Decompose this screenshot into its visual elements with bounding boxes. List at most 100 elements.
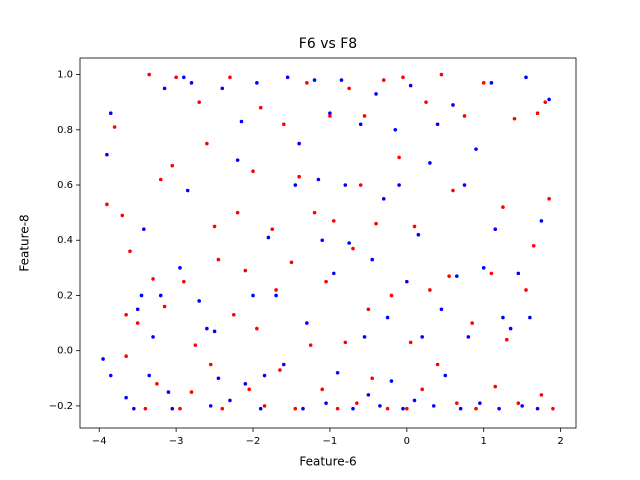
point bbox=[528, 315, 532, 320]
point bbox=[358, 183, 363, 187]
point bbox=[293, 406, 298, 411]
point bbox=[235, 210, 240, 215]
point bbox=[374, 92, 378, 96]
point bbox=[547, 97, 551, 102]
x-tick-label: −3 bbox=[169, 436, 184, 447]
point bbox=[220, 406, 225, 411]
point bbox=[447, 274, 451, 278]
point bbox=[524, 288, 528, 292]
point bbox=[401, 75, 405, 80]
point bbox=[478, 401, 482, 405]
point bbox=[435, 122, 440, 127]
point bbox=[101, 357, 105, 361]
point bbox=[335, 370, 340, 375]
point bbox=[362, 114, 367, 118]
point bbox=[389, 379, 394, 383]
point bbox=[147, 373, 152, 378]
x-axis-label: Feature-6 bbox=[299, 455, 356, 469]
point bbox=[431, 404, 436, 408]
point bbox=[231, 312, 236, 317]
point bbox=[458, 406, 463, 411]
point bbox=[228, 398, 232, 403]
point bbox=[347, 241, 351, 245]
point bbox=[255, 326, 259, 331]
point bbox=[208, 362, 213, 367]
point bbox=[343, 183, 348, 187]
point bbox=[193, 343, 198, 347]
point bbox=[531, 243, 536, 248]
plot-frame bbox=[79, 57, 577, 429]
point bbox=[428, 161, 432, 165]
point bbox=[197, 299, 201, 303]
point bbox=[401, 406, 405, 411]
point bbox=[162, 304, 167, 309]
point bbox=[324, 279, 328, 284]
point bbox=[420, 387, 425, 392]
point bbox=[243, 268, 248, 273]
point bbox=[251, 293, 255, 298]
point bbox=[216, 257, 221, 262]
point bbox=[182, 75, 186, 80]
point bbox=[320, 238, 325, 243]
point bbox=[385, 315, 390, 320]
point bbox=[274, 293, 278, 298]
point bbox=[547, 197, 551, 201]
point bbox=[355, 401, 359, 405]
y-tick-label: 0.6 bbox=[57, 180, 73, 191]
point bbox=[128, 249, 132, 254]
point bbox=[408, 340, 413, 345]
point bbox=[281, 362, 286, 367]
point bbox=[174, 75, 178, 80]
point bbox=[420, 335, 425, 339]
point bbox=[243, 382, 248, 386]
point bbox=[220, 86, 225, 91]
point bbox=[316, 177, 321, 182]
point bbox=[535, 111, 540, 116]
point bbox=[539, 393, 544, 397]
point bbox=[455, 274, 459, 278]
x-tick-label: −1 bbox=[323, 436, 338, 447]
point bbox=[312, 210, 317, 215]
point bbox=[397, 183, 401, 187]
point bbox=[105, 152, 109, 157]
point bbox=[212, 329, 217, 334]
point bbox=[393, 127, 398, 132]
point bbox=[212, 224, 217, 229]
point bbox=[412, 398, 417, 403]
point bbox=[178, 406, 182, 411]
point bbox=[197, 100, 201, 104]
point bbox=[278, 368, 282, 372]
point bbox=[305, 81, 309, 85]
point bbox=[412, 224, 417, 229]
point bbox=[516, 271, 521, 276]
x-tick-label: 0 bbox=[404, 436, 410, 447]
point bbox=[508, 326, 513, 331]
point bbox=[435, 362, 440, 367]
point bbox=[370, 257, 375, 262]
point bbox=[258, 105, 263, 110]
point bbox=[481, 266, 486, 270]
point bbox=[239, 119, 244, 124]
y-tick-label: 0.4 bbox=[57, 235, 73, 246]
point bbox=[389, 293, 394, 298]
point bbox=[331, 271, 336, 276]
point bbox=[493, 384, 498, 389]
point bbox=[170, 406, 175, 411]
point bbox=[489, 81, 494, 85]
point bbox=[235, 158, 240, 162]
point bbox=[305, 321, 309, 325]
point bbox=[178, 266, 182, 270]
point bbox=[312, 78, 317, 82]
point bbox=[185, 188, 190, 193]
point bbox=[516, 401, 521, 405]
point bbox=[320, 387, 325, 392]
point bbox=[158, 293, 163, 298]
point bbox=[293, 183, 298, 187]
point bbox=[416, 232, 421, 237]
point bbox=[397, 155, 401, 160]
y-tick-label: 0.0 bbox=[57, 346, 73, 357]
point bbox=[351, 406, 355, 411]
point bbox=[428, 288, 432, 292]
point bbox=[328, 111, 332, 116]
